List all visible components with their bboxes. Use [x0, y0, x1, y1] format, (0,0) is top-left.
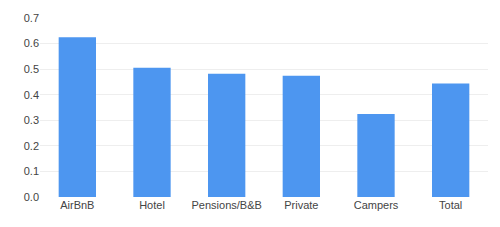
svg-text:0.2: 0.2	[24, 140, 39, 152]
svg-text:AirBnB: AirBnB	[60, 199, 94, 211]
svg-text:0.1: 0.1	[24, 165, 39, 177]
svg-text:0.0: 0.0	[24, 191, 39, 203]
svg-text:0.5: 0.5	[24, 63, 39, 75]
svg-text:Private: Private	[284, 199, 318, 211]
svg-text:0.3: 0.3	[24, 114, 39, 126]
svg-text:0.6: 0.6	[24, 37, 39, 49]
svg-text:0.4: 0.4	[24, 89, 39, 101]
svg-text:Total: Total	[439, 199, 462, 211]
svg-text:Hotel: Hotel	[139, 199, 165, 211]
svg-text:Campers: Campers	[354, 199, 399, 211]
svg-text:0.7: 0.7	[24, 12, 39, 24]
svg-text:Pensions/B&B: Pensions/B&B	[192, 199, 262, 211]
